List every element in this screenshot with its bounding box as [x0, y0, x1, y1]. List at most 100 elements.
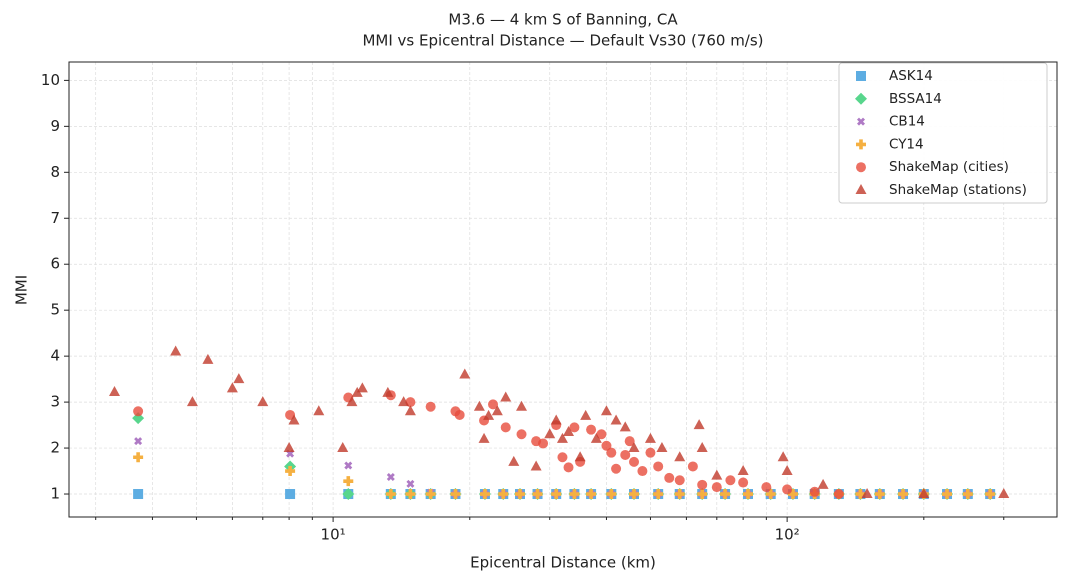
marker	[569, 489, 580, 500]
marker	[781, 465, 793, 476]
marker	[386, 473, 395, 482]
y-tick-label: 8	[50, 163, 60, 181]
legend-label: ShakeMap (cities)	[889, 159, 1009, 175]
marker	[693, 419, 705, 430]
y-tick-label: 4	[50, 347, 60, 365]
y-tick-label: 10	[41, 71, 60, 89]
chart-subtitle: MMI vs Epicentral Distance — Default Vs3…	[362, 32, 763, 50]
marker	[855, 489, 866, 500]
marker	[288, 414, 300, 425]
marker	[557, 452, 568, 463]
marker	[491, 405, 503, 416]
marker	[856, 139, 866, 150]
marker	[478, 432, 490, 443]
marker	[337, 442, 349, 453]
marker	[346, 396, 358, 407]
marker	[226, 382, 238, 393]
marker	[356, 382, 368, 393]
marker	[500, 422, 511, 433]
marker	[556, 432, 568, 443]
marker	[761, 482, 772, 493]
marker	[488, 399, 499, 410]
marker	[600, 405, 612, 416]
marker	[563, 462, 574, 473]
marker	[500, 391, 512, 402]
marker	[425, 489, 436, 500]
marker	[611, 463, 622, 474]
marker	[473, 400, 485, 411]
marker	[942, 489, 953, 500]
marker	[454, 409, 465, 420]
marker	[563, 425, 575, 436]
marker	[857, 117, 865, 126]
marker	[385, 489, 396, 500]
marker	[918, 488, 930, 499]
x-axis-label: Epicentral Distance (km)	[470, 554, 656, 572]
marker	[856, 162, 866, 173]
marker	[133, 452, 144, 463]
marker	[809, 486, 820, 497]
marker	[737, 465, 749, 476]
marker	[674, 451, 686, 462]
chart-title: M3.6 — 4 km S of Banning, CA	[448, 11, 678, 29]
marker	[777, 451, 789, 462]
marker	[606, 447, 617, 458]
y-tick-label: 6	[50, 255, 60, 273]
marker	[833, 489, 844, 500]
marker	[696, 442, 708, 453]
plot-frame	[68, 61, 1058, 518]
legend-label: BSSA14	[889, 91, 942, 107]
marker	[861, 488, 873, 499]
marker	[765, 489, 776, 500]
y-tick-label: 3	[50, 393, 60, 411]
marker	[170, 345, 182, 356]
marker	[644, 432, 656, 443]
marker	[498, 489, 509, 500]
marker	[450, 489, 461, 500]
marker	[406, 479, 415, 488]
marker	[629, 456, 640, 467]
marker	[610, 414, 622, 425]
marker	[586, 424, 597, 435]
marker	[285, 489, 296, 500]
marker	[551, 489, 562, 500]
marker	[404, 405, 416, 416]
marker	[586, 489, 597, 500]
marker	[133, 406, 144, 417]
marker	[855, 92, 867, 105]
marker	[580, 409, 592, 420]
marker	[550, 414, 562, 425]
marker	[233, 373, 245, 384]
marker	[133, 489, 144, 500]
marker	[530, 460, 542, 471]
marker	[898, 489, 909, 500]
marker	[619, 421, 631, 432]
marker	[856, 71, 866, 81]
marker	[483, 409, 495, 420]
marker	[620, 449, 631, 460]
marker	[108, 385, 120, 396]
legend-label: CY14	[889, 136, 924, 152]
y-tick-label: 2	[50, 439, 60, 457]
marker	[725, 475, 736, 486]
marker	[344, 461, 353, 470]
marker	[874, 489, 885, 500]
marker	[342, 488, 355, 501]
marker	[134, 437, 143, 446]
marker	[405, 489, 416, 500]
marker	[382, 386, 394, 397]
marker	[743, 489, 754, 500]
marker	[257, 396, 269, 407]
marker	[628, 442, 640, 453]
legend-label: CB14	[889, 114, 925, 130]
marker	[787, 489, 798, 500]
x-tick-label: 10¹	[321, 526, 346, 544]
marker	[656, 442, 668, 453]
marker	[514, 489, 525, 500]
marker	[590, 432, 602, 443]
marker	[186, 396, 198, 407]
x-tick-label: 10²	[775, 526, 800, 544]
marker	[479, 489, 490, 500]
